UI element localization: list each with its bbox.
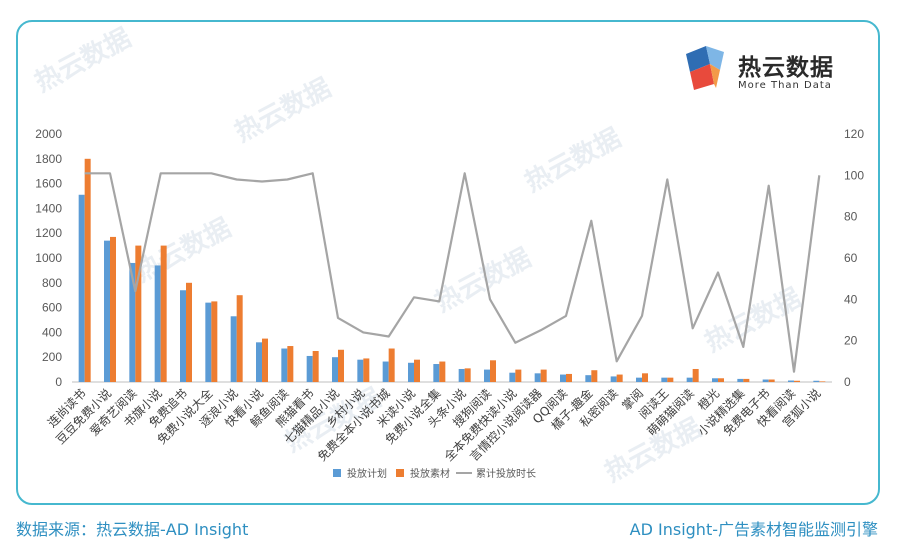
bar-plan [762,379,769,382]
bar-plan [180,290,186,382]
legend-swatch [396,469,404,477]
brand-tagline: More Than Data [738,80,832,91]
bar-plan [433,364,440,382]
bar-material [515,369,522,382]
bar-material [160,245,167,382]
bar-material [110,236,116,382]
y-right-tick-label: 0 [844,375,851,389]
bar-plan [382,361,389,382]
y-left-tick-label: 600 [42,301,62,315]
y-right-tick-label: 20 [844,334,858,348]
bar-material [84,158,91,382]
bar-material [338,349,344,382]
legend-swatch [333,469,341,477]
brand-name: 热云数据 [738,55,834,81]
bar-material [312,351,319,382]
y-right-tick-label: 120 [844,127,864,141]
bar-material [642,373,648,382]
y-left-tick-label: 800 [42,276,62,290]
bar-material [464,368,471,382]
y-left-tick-label: 200 [42,350,62,364]
bar-material [135,245,142,382]
y-left-tick-label: 1000 [35,251,62,265]
bar-material [236,295,243,382]
bar-plan [306,355,313,382]
bar-material [819,381,826,382]
bar-material [211,301,218,382]
bar-material [692,368,699,382]
bar-material [262,338,268,382]
bar-material [616,374,623,382]
bar-plan [281,348,288,382]
bar-material [439,361,446,382]
bar-plan [712,378,718,382]
bar-plan [205,302,212,382]
bar-material [743,378,750,382]
y-right-tick-label: 100 [844,168,864,182]
bar-material [490,360,496,382]
bar-material [414,359,420,382]
product-text: AD Insight-广告素材智能监测引擎 [629,520,878,539]
bar-plan [357,359,364,382]
y-right-tick-label: 80 [844,210,858,224]
bar-plan [484,369,490,382]
y-left-tick-label: 0 [55,375,62,389]
bar-material [794,380,800,382]
bar-plan [636,377,642,382]
bar-material [718,378,724,382]
legend-label: 累计投放时长 [476,467,536,480]
bar-plan [104,240,110,382]
bar-material [591,370,598,382]
y-left-tick-label: 2000 [35,127,62,141]
bar-plan [129,262,136,382]
data-source-text: 数据来源：热云数据-AD Insight [16,520,249,539]
bar-plan [737,378,744,382]
bar-material [363,358,370,382]
bar-plan [661,377,668,382]
bar-plan [686,377,693,382]
y-left-tick-label: 400 [42,325,62,339]
bar-plan [813,380,820,382]
y-left-tick-label: 1800 [35,152,62,166]
bar-plan [458,368,465,382]
bar-material [388,348,395,382]
bar-plan [78,194,85,382]
bar-material [287,346,294,382]
bar-plan [560,374,566,382]
bar-plan [509,372,516,382]
bar-plan [332,357,338,382]
bar-material [186,282,192,382]
bar-plan [408,362,414,382]
bar-plan [534,373,541,382]
y-right-tick-label: 60 [844,251,858,265]
bar-plan [585,375,592,382]
bar-material [667,377,674,382]
bar-plan [788,380,794,382]
y-left-tick-label: 1200 [35,226,62,240]
y-left-tick-label: 1400 [35,201,62,215]
bar-plan [154,265,161,382]
legend-label: 投放计划 [347,467,387,480]
y-right-tick-label: 40 [844,292,858,306]
line-duration [84,172,821,373]
brand-logo: 热云数据 More Than Data [680,36,870,96]
bar-material [566,373,572,382]
bar-plan [230,316,237,382]
y-left-tick-label: 1600 [35,177,62,191]
brand-cube-icon [686,46,724,90]
bar-plan [610,376,617,382]
legend-label: 投放素材 [410,467,450,480]
bar-material [540,369,547,382]
bar-plan [256,342,262,382]
bar-material [768,379,775,382]
